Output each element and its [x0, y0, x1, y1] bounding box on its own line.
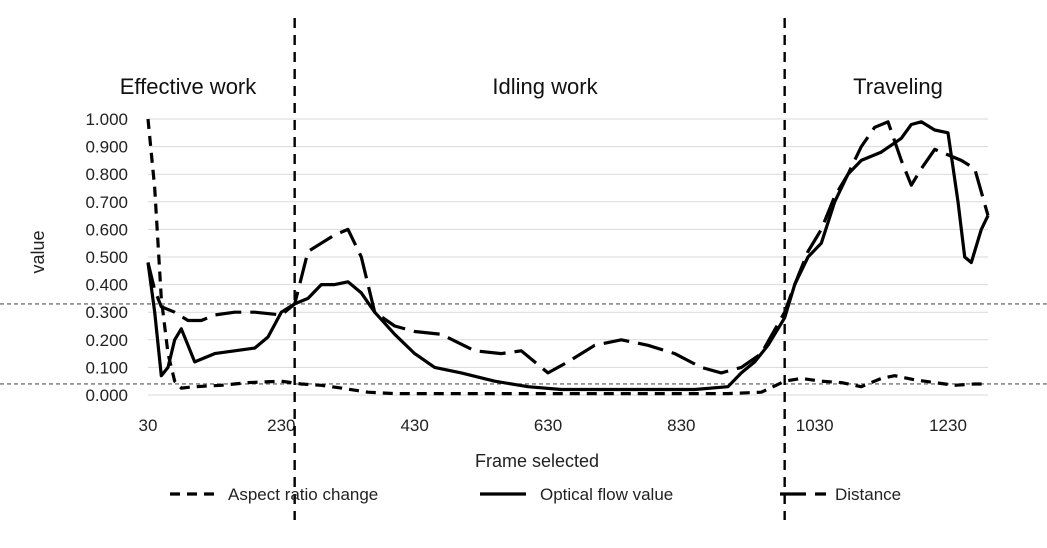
y-axis-ticks: 0.000 0.100 0.200 0.300 0.400 0.500 0.600 0.700… [85, 110, 128, 405]
grid [148, 118, 988, 396]
series-optical-flow-value-line [146, 120, 990, 392]
series-aspect-ratio-change-line [146, 118, 988, 396]
y-tick-label: 0.900 [85, 138, 128, 157]
y-tick-label: 0.800 [85, 165, 128, 184]
x-tick-label: 830 [667, 416, 695, 435]
y-tick-label: 0.100 [85, 358, 128, 377]
x-tick-label: 630 [534, 416, 562, 435]
y-tick-label: 0.300 [85, 303, 128, 322]
legend-label: Aspect ratio change [228, 485, 378, 504]
legend: Aspect ratio change Optical flow value Dis… [170, 485, 901, 504]
series-lines [146, 118, 990, 396]
region-label: Effective work [120, 74, 258, 99]
x-tick-label: 230 [267, 416, 295, 435]
region-label: Traveling [853, 74, 943, 99]
y-tick-label: 1.000 [85, 110, 128, 129]
y-tick-label: 0.000 [85, 386, 128, 405]
series-distance-line [146, 120, 990, 375]
y-tick-label: 0.400 [85, 276, 128, 295]
y-axis-title: value [28, 230, 48, 273]
y-tick-label: 0.600 [85, 220, 128, 239]
x-tick-label: 1030 [796, 416, 834, 435]
legend-label: Distance [835, 485, 901, 504]
legend-label: Optical flow value [540, 485, 673, 504]
x-axis-title: Frame selected [475, 451, 599, 471]
y-tick-label: 0.500 [85, 248, 128, 267]
x-axis-ticks: 30 230 430 630 830 1030 1230 [139, 416, 967, 435]
region-labels: Effective work Idling work Traveling [120, 74, 943, 99]
x-tick-label: 430 [400, 416, 428, 435]
y-tick-label: 0.700 [85, 193, 128, 212]
y-tick-label: 0.200 [85, 331, 128, 350]
x-tick-label: 30 [139, 416, 158, 435]
region-label: Idling work [492, 74, 598, 99]
x-tick-label: 1230 [929, 416, 967, 435]
